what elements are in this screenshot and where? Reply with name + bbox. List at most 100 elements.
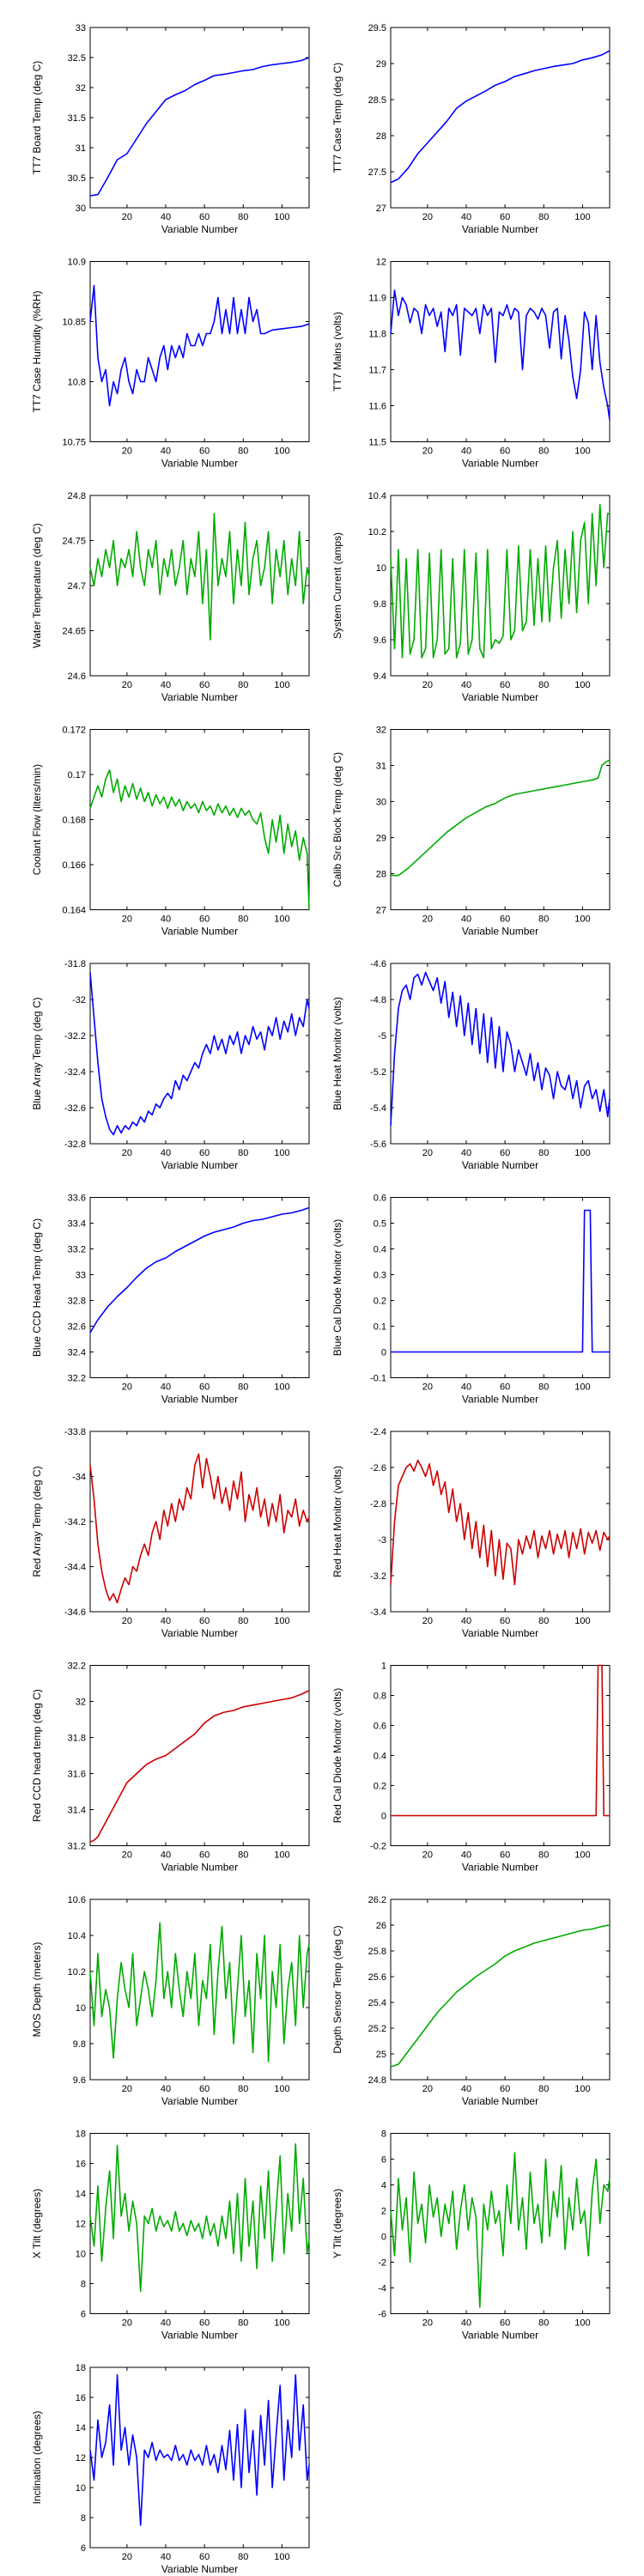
x-axis-label: Variable Number xyxy=(161,1159,238,1171)
series-line xyxy=(89,1453,310,1604)
chart-panel: 20 40 60 80 100 -0.1 0 0.1 0.2 0.3 0.4 0.5 0.6 Variab… xyxy=(331,1194,611,1406)
x-tick-label: 100 xyxy=(574,212,590,222)
x-tick-label: 60 xyxy=(500,447,510,457)
y-axis-label: TT7 Mains (volts) xyxy=(331,312,343,392)
y-tick-label: 0.166 xyxy=(62,860,86,871)
x-tick-label: 40 xyxy=(161,1616,171,1626)
x-tick-label: 40 xyxy=(161,1850,171,1861)
y-tick-label: 24.8 xyxy=(368,2075,386,2086)
x-tick-label: 60 xyxy=(199,1850,210,1861)
y-tick-label: 10.8 xyxy=(68,378,86,388)
chart-panel: 20 40 60 80 100 6 8 10 12 14 16 18 Variable Number X … xyxy=(31,2129,310,2342)
x-tick-label: 20 xyxy=(122,1148,132,1158)
plot-frame xyxy=(390,1197,611,1378)
y-tick-label: -2 xyxy=(378,2258,386,2269)
chart-panel: 20 40 60 80 100 24.6 24.65 24.7 24.75 24.8 Variabl… xyxy=(31,491,310,703)
y-tick-label: -5 xyxy=(378,1031,386,1042)
x-tick-label: 80 xyxy=(238,914,248,925)
series-line xyxy=(89,2143,310,2293)
series-line xyxy=(390,503,610,659)
y-axis-label: Coolant Flow (liters/min) xyxy=(31,764,43,875)
chart-panel: 20 40 60 80 100 0.164 0.166 0.168 0.17 0.172 Varia… xyxy=(31,726,310,938)
x-axis-label: Variable Number xyxy=(161,691,238,703)
x-axis-label: Variable Number xyxy=(462,2330,538,2342)
x-tick-label: 20 xyxy=(422,1616,433,1626)
x-tick-label: 80 xyxy=(238,1616,248,1626)
y-tick-label: 29 xyxy=(376,834,386,844)
x-tick-label: 60 xyxy=(500,680,510,690)
x-axis-label: Variable Number xyxy=(161,1862,238,1874)
series-line xyxy=(89,1206,310,1334)
plot-frame xyxy=(390,1899,611,2081)
y-tick-label: 32.8 xyxy=(68,1297,86,1307)
y-tick-label: 26.2 xyxy=(368,1895,386,1905)
y-tick-label: 12 xyxy=(76,2453,86,2464)
y-tick-label: 8 xyxy=(81,2513,86,2524)
y-axis-label: Depth Sensor Temp (deg C) xyxy=(331,1925,343,2053)
y-tick-label: -34.6 xyxy=(64,1607,86,1618)
y-tick-label: 31.6 xyxy=(68,1770,86,1780)
x-tick-label: 20 xyxy=(122,1616,132,1626)
y-tick-label: 10.75 xyxy=(62,438,86,448)
y-tick-label: 29 xyxy=(376,59,386,70)
x-tick-label: 40 xyxy=(161,1382,171,1393)
y-tick-label: 2 xyxy=(381,2207,386,2217)
y-tick-label: 24.7 xyxy=(68,581,86,592)
y-tick-label: -34 xyxy=(72,1473,86,1483)
series-line xyxy=(390,1459,611,1586)
x-tick-label: 20 xyxy=(122,680,132,690)
x-tick-label: 60 xyxy=(500,1850,510,1861)
y-tick-label: 27 xyxy=(376,906,386,916)
y-tick-label: 9.8 xyxy=(73,2039,86,2050)
y-tick-label: 16 xyxy=(76,2393,86,2403)
x-tick-label: 60 xyxy=(500,2084,510,2094)
x-tick-label: 20 xyxy=(122,212,132,222)
x-tick-label: 100 xyxy=(574,914,590,925)
x-tick-label: 100 xyxy=(274,2552,289,2562)
x-tick-label: 40 xyxy=(161,914,171,925)
x-axis-label: Variable Number xyxy=(161,458,238,470)
x-tick-label: 40 xyxy=(161,680,171,690)
y-tick-label: -4.8 xyxy=(370,995,386,1005)
x-tick-label: 40 xyxy=(461,1850,471,1861)
series-line xyxy=(390,971,611,1127)
y-tick-label: 10 xyxy=(76,2483,86,2494)
x-axis-label: Variable Number xyxy=(462,2095,538,2107)
x-tick-label: 60 xyxy=(500,1382,510,1393)
y-tick-label: 10.2 xyxy=(368,527,386,538)
y-tick-label: 4 xyxy=(381,2181,386,2191)
y-tick-label: 18 xyxy=(76,2363,86,2373)
x-tick-label: 20 xyxy=(422,1148,433,1158)
y-axis-label: Blue CCD Head Temp (deg C) xyxy=(31,1218,43,1357)
x-tick-label: 80 xyxy=(238,2084,248,2094)
y-tick-label: 24.65 xyxy=(62,627,86,637)
x-tick-label: 40 xyxy=(461,1382,471,1393)
x-tick-label: 20 xyxy=(422,2318,433,2329)
x-tick-label: 80 xyxy=(238,680,248,690)
chart-panel: 20 40 60 80 100 32.2 32.4 32.6 32.8 33 33.2 33.4 33.… xyxy=(31,1194,310,1406)
x-tick-label: 60 xyxy=(199,1382,210,1393)
y-tick-label: -32.4 xyxy=(64,1067,86,1078)
x-axis-label: Variable Number xyxy=(161,926,238,938)
y-tick-label: 11.7 xyxy=(368,366,386,376)
x-tick-label: 60 xyxy=(199,447,210,457)
chart-panel: 20 40 60 80 100 27 27.5 28 28.5 29 29.5 Variable Nu… xyxy=(331,23,611,235)
x-tick-label: 80 xyxy=(538,914,549,925)
x-tick-label: 40 xyxy=(461,212,471,222)
y-tick-label: 25.2 xyxy=(368,2024,386,2034)
series-line xyxy=(89,1922,310,2063)
y-tick-label: 11.6 xyxy=(368,402,386,412)
y-tick-label: 32.5 xyxy=(68,53,86,64)
x-tick-label: 60 xyxy=(199,1148,210,1158)
series-line xyxy=(89,2374,310,2526)
x-tick-label: 80 xyxy=(538,2318,549,2329)
x-tick-label: 40 xyxy=(461,2084,471,2094)
x-tick-label: 80 xyxy=(538,1148,549,1158)
x-tick-label: 60 xyxy=(199,2084,210,2094)
y-tick-label: 25.6 xyxy=(368,1972,386,1983)
y-tick-label: -4.6 xyxy=(370,959,386,969)
x-tick-label: 20 xyxy=(122,914,132,925)
y-tick-label: 10.4 xyxy=(68,1931,86,1941)
y-tick-label: -2.6 xyxy=(370,1463,386,1473)
y-axis-label: TT7 Case Temp (deg C) xyxy=(331,63,343,173)
